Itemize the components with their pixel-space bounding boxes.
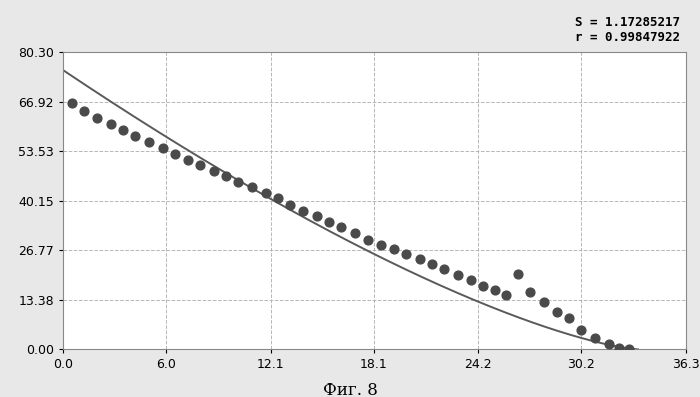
Point bbox=[246, 184, 258, 191]
Point bbox=[312, 213, 323, 220]
Point bbox=[157, 145, 168, 151]
Text: S = 1.17285217
r = 0.99847922: S = 1.17285217 r = 0.99847922 bbox=[575, 16, 680, 44]
Point bbox=[564, 315, 575, 321]
Point bbox=[106, 121, 117, 127]
Point bbox=[284, 202, 295, 208]
Point bbox=[575, 327, 587, 333]
Point bbox=[603, 341, 615, 347]
Point bbox=[66, 100, 77, 106]
Point bbox=[478, 283, 489, 289]
Point bbox=[130, 132, 141, 139]
Point bbox=[389, 246, 400, 252]
Point bbox=[118, 127, 129, 133]
Point bbox=[512, 270, 524, 277]
Point bbox=[466, 277, 477, 283]
Point bbox=[220, 173, 232, 179]
Point bbox=[78, 108, 89, 114]
Point bbox=[92, 115, 103, 121]
Point bbox=[183, 157, 194, 163]
Point bbox=[589, 334, 601, 341]
Point bbox=[613, 344, 624, 351]
Point bbox=[260, 190, 271, 197]
Point bbox=[298, 208, 309, 214]
Point bbox=[375, 242, 386, 248]
Point bbox=[414, 256, 426, 262]
Point bbox=[500, 291, 512, 298]
Point bbox=[335, 224, 346, 231]
Point bbox=[363, 237, 374, 243]
Point bbox=[552, 308, 563, 315]
Point bbox=[490, 287, 501, 293]
Point bbox=[426, 261, 438, 268]
Point bbox=[624, 346, 635, 353]
Point bbox=[144, 139, 155, 145]
Point bbox=[349, 229, 360, 236]
Point bbox=[169, 151, 180, 157]
Point bbox=[438, 266, 449, 272]
Point bbox=[323, 219, 335, 225]
Point bbox=[195, 162, 206, 168]
Point bbox=[400, 251, 412, 257]
Point bbox=[209, 168, 220, 174]
Text: Фиг. 8: Фиг. 8 bbox=[323, 382, 377, 397]
Point bbox=[538, 299, 550, 305]
Point bbox=[232, 179, 244, 185]
Point bbox=[452, 272, 463, 278]
Point bbox=[524, 289, 536, 295]
Point bbox=[272, 195, 283, 202]
